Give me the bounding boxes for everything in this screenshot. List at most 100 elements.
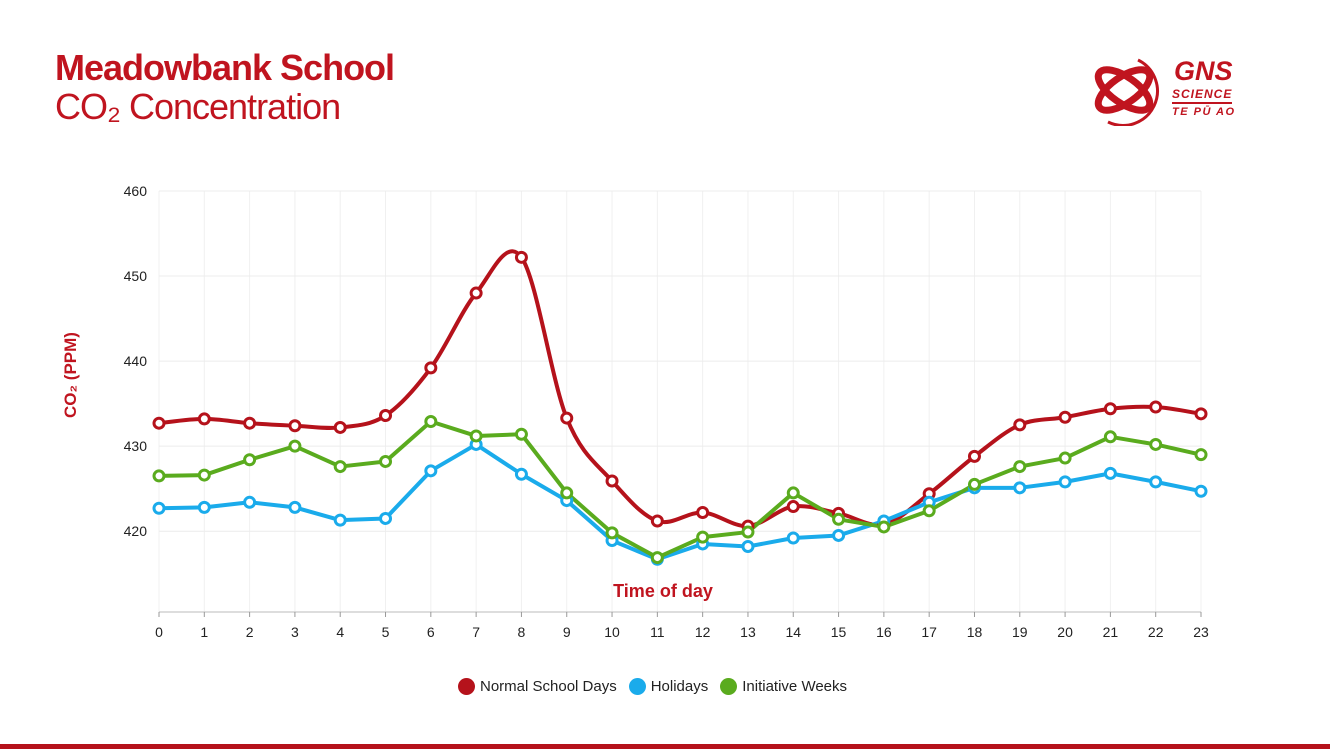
x-tick-label: 13 (740, 624, 756, 640)
data-point-normal-school-days (786, 500, 800, 514)
x-tick-label: 20 (1057, 624, 1073, 640)
data-point-initiative-weeks (605, 526, 619, 540)
x-tick-label: 16 (876, 624, 892, 640)
legend-item-initiative-weeks[interactable]: Initiative Weeks (720, 678, 847, 695)
data-point-holidays (288, 500, 302, 514)
data-point-holidays (152, 501, 166, 515)
x-tick-label: 19 (1012, 624, 1028, 640)
logo-gns-text: GNS (1174, 56, 1233, 86)
data-point-normal-school-days (1058, 410, 1072, 424)
y-tick-label: 440 (124, 353, 148, 369)
x-tick-label: 12 (695, 624, 711, 640)
atom-logo-icon (1094, 58, 1159, 127)
data-point-normal-school-days (469, 286, 483, 300)
x-tick-label: 2 (246, 624, 254, 640)
logo-te-pu-ao-text: TE PŪ AO (1172, 106, 1236, 118)
data-point-initiative-weeks (560, 486, 574, 500)
footer-bar (0, 744, 1330, 749)
x-tick-label: 21 (1103, 624, 1119, 640)
data-point-initiative-weeks (696, 530, 710, 544)
data-point-initiative-weeks (922, 504, 936, 518)
data-point-normal-school-days (243, 416, 257, 430)
page-subtitle: CO₂ Concentration (55, 86, 341, 127)
data-point-holidays (514, 467, 528, 481)
data-point-initiative-weeks (514, 427, 528, 441)
data-point-normal-school-days (152, 416, 166, 430)
data-point-initiative-weeks (243, 453, 257, 467)
x-tick-label: 18 (967, 624, 983, 640)
y-tick-label: 460 (124, 183, 148, 199)
x-tick-label: 23 (1193, 624, 1209, 640)
series-line-holidays (158, 442, 1202, 562)
data-point-normal-school-days (197, 412, 211, 426)
data-point-normal-school-days (1013, 418, 1027, 432)
gns-logo: GNS SCIENCE TE PŪ AO (1088, 54, 1268, 127)
data-point-initiative-weeks (786, 486, 800, 500)
x-tick-label: 17 (921, 624, 937, 640)
data-point-normal-school-days (1103, 402, 1117, 416)
data-point-holidays (333, 513, 347, 527)
legend-label: Holidays (650, 678, 709, 695)
data-point-normal-school-days (1149, 400, 1163, 414)
data-point-initiative-weeks (1013, 460, 1027, 474)
data-point-initiative-weeks (1103, 430, 1117, 444)
y-tick-label: 450 (124, 268, 148, 284)
data-point-holidays (1103, 466, 1117, 480)
data-point-initiative-weeks (333, 460, 347, 474)
data-point-initiative-weeks (1058, 451, 1072, 465)
x-tick-label: 15 (831, 624, 847, 640)
legend-item-normal-school-days[interactable]: Normal School Days (458, 678, 617, 695)
x-tick-label: 7 (472, 624, 480, 640)
data-point-holidays (197, 500, 211, 514)
data-point-normal-school-days (696, 505, 710, 519)
data-point-holidays (786, 531, 800, 545)
x-tick-label: 5 (382, 624, 390, 640)
y-tick-label: 430 (124, 438, 148, 454)
x-tick-label: 14 (785, 624, 801, 640)
data-point-holidays (1149, 475, 1163, 489)
legend-item-holidays[interactable]: Holidays (628, 678, 709, 695)
data-point-holidays (424, 464, 438, 478)
data-point-normal-school-days (424, 361, 438, 375)
x-tick-label: 11 (650, 624, 665, 640)
data-point-normal-school-days (379, 409, 393, 423)
data-point-holidays (832, 528, 846, 542)
data-point-normal-school-days (514, 250, 528, 264)
data-point-initiative-weeks (424, 414, 438, 428)
data-point-initiative-weeks (152, 469, 166, 483)
data-point-holidays (1058, 475, 1072, 489)
series-line-initiative-weeks (158, 419, 1202, 560)
data-point-initiative-weeks (650, 551, 664, 565)
legend-swatch (720, 678, 738, 695)
x-tick-label: 22 (1148, 624, 1164, 640)
data-point-initiative-weeks (832, 512, 846, 526)
data-point-initiative-weeks (877, 520, 891, 534)
data-point-normal-school-days (333, 420, 347, 434)
x-tick-label: 10 (604, 624, 620, 640)
legend-label: Initiative Weeks (742, 678, 848, 695)
y-tick-label: 420 (124, 523, 148, 539)
data-point-holidays (1013, 481, 1027, 495)
data-point-normal-school-days (1194, 407, 1208, 421)
logo-science-text: SCIENCE (1172, 87, 1233, 104)
x-tick-label: 1 (200, 624, 208, 640)
data-point-initiative-weeks (379, 454, 393, 468)
data-point-normal-school-days (288, 419, 302, 433)
data-point-holidays (379, 511, 393, 525)
data-point-normal-school-days (605, 474, 619, 488)
x-tick-label: 9 (563, 624, 571, 640)
x-tick-label: 8 (518, 624, 526, 640)
page-title: Meadowbank School (55, 47, 395, 88)
data-point-initiative-weeks (469, 429, 483, 443)
data-point-normal-school-days (560, 411, 574, 425)
x-tick-label: 4 (336, 624, 344, 640)
legend-swatch (628, 678, 646, 695)
data-point-normal-school-days (650, 514, 664, 528)
data-point-holidays (741, 540, 755, 554)
x-tick-label: 6 (427, 624, 435, 640)
chart-title-block: Meadowbank School CO₂ Concentration (55, 47, 395, 127)
x-tick-label: 3 (291, 624, 299, 640)
data-point-holidays (243, 495, 257, 509)
data-point-initiative-weeks (1194, 448, 1208, 462)
